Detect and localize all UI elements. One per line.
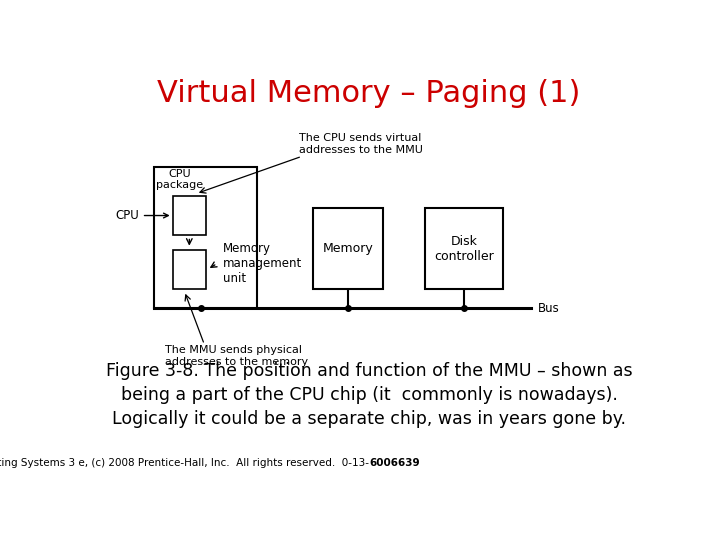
Text: 6006639: 6006639 xyxy=(369,458,420,468)
Text: Virtual Memory – Paging (1): Virtual Memory – Paging (1) xyxy=(157,79,581,109)
Text: Figure 3-8. The position and function of the MMU – shown as: Figure 3-8. The position and function of… xyxy=(106,362,632,380)
Text: Logically it could be a separate chip, was in years gone by.: Logically it could be a separate chip, w… xyxy=(112,410,626,428)
Text: Tanenbaum, Modern Operating Systems 3 e, (c) 2008 Prentice-Hall, Inc.  All right: Tanenbaum, Modern Operating Systems 3 e,… xyxy=(0,539,1,540)
Bar xyxy=(154,167,258,308)
Text: The CPU sends virtual
addresses to the MMU: The CPU sends virtual addresses to the M… xyxy=(300,133,423,155)
Text: Tanenbaum, Modern Operating Systems 3 e, (c) 2008 Prentice-Hall, Inc.  All right: Tanenbaum, Modern Operating Systems 3 e,… xyxy=(0,539,1,540)
Bar xyxy=(173,196,206,235)
Text: being a part of the CPU chip (it  commonly is nowadays).: being a part of the CPU chip (it commonl… xyxy=(120,386,618,404)
Text: Disk
controller: Disk controller xyxy=(434,235,494,263)
Text: Memory: Memory xyxy=(323,242,374,255)
Bar xyxy=(313,208,383,289)
Bar xyxy=(425,208,503,289)
Text: Bus: Bus xyxy=(538,301,559,314)
Text: Memory
management
unit: Memory management unit xyxy=(222,242,302,285)
Text: Tanenbaum, Modern Operating Systems 3 e, (c) 2008 Prentice-Hall, Inc.  All right: Tanenbaum, Modern Operating Systems 3 e,… xyxy=(0,458,369,468)
Text: The MMU sends physical
addresses to the memory: The MMU sends physical addresses to the … xyxy=(166,346,308,367)
Text: CPU: CPU xyxy=(115,209,168,222)
Bar xyxy=(173,250,206,289)
Text: CPU
package: CPU package xyxy=(156,168,204,191)
